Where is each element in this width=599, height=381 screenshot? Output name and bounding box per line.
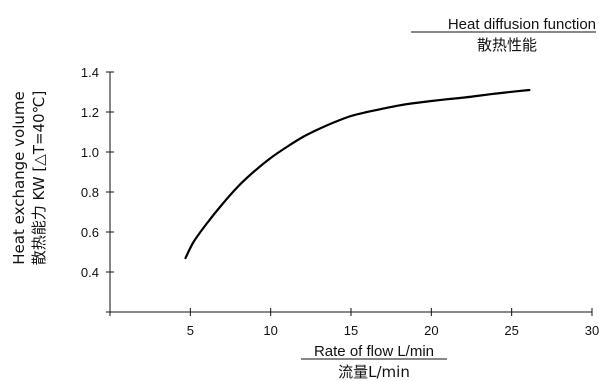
y-tick-label: 0.4 [81, 265, 99, 280]
x-tick-label: 5 [187, 323, 194, 338]
x-tick-label: 15 [344, 323, 358, 338]
axes [109, 72, 592, 313]
x-tick-label: 20 [424, 323, 438, 338]
y-axis-label: Heat exchange volume [10, 91, 28, 264]
x-tick-label: 25 [504, 323, 518, 338]
axis-ticks: 0.4 0.6 0.8 1.0 1.2 1.4 5 10 15 20 25 30 [81, 65, 599, 338]
y-tick-label: 1.4 [81, 65, 99, 80]
chart-title: Heat diffusion function [448, 16, 596, 33]
x-axis-label: Rate of flow L/min [314, 343, 434, 360]
x-axis-label-secondary: 流量L/min [338, 363, 410, 381]
y-tick-label: 1.2 [81, 105, 99, 120]
series-line [184, 88, 531, 260]
y-axis-label-secondary: 散热能力 KW [△T=40℃] [30, 91, 48, 266]
x-tick-label: 30 [585, 323, 599, 338]
x-tick-label: 10 [263, 323, 277, 338]
y-tick-label: 0.6 [81, 225, 99, 240]
chart-subtitle: 散热性能 [477, 36, 537, 54]
y-tick-label: 0.8 [81, 185, 99, 200]
y-tick-label: 1.0 [81, 145, 99, 160]
